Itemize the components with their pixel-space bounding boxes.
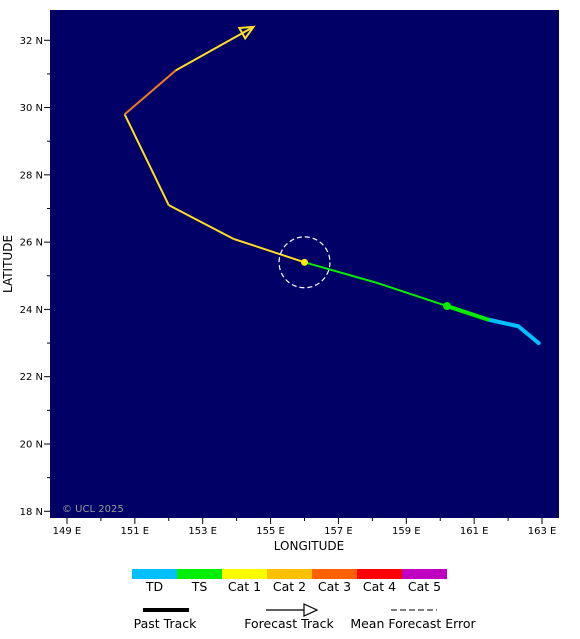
category-swatch	[177, 569, 222, 579]
past-track-segment	[485, 317, 521, 329]
y-tick-label: 28 N	[20, 170, 43, 181]
x-axis-title: LONGITUDE	[274, 539, 344, 553]
x-tick-label: 149 E	[53, 526, 82, 537]
category-swatch	[222, 569, 267, 579]
y-tick-label: 32 N	[20, 36, 43, 47]
forecast-track-label: Forecast Track	[244, 616, 334, 631]
x-tick-labels: 149 E 151 E 153 E 155 E 157 E 159 E 161 E 163 E	[53, 526, 557, 537]
forecast-arrow-head-icon	[237, 25, 256, 41]
category-swatch	[357, 569, 402, 579]
y-tick-label: 24 N	[20, 305, 43, 316]
past-track-segment	[516, 324, 541, 346]
y-tick-labels: 18 N 20 N 22 N 24 N 26 N 28 N 30 N 32 N	[20, 36, 43, 518]
x-tick-label: 153 E	[188, 526, 217, 537]
storm-markers	[278, 236, 452, 311]
x-tick-label: 161 E	[460, 526, 489, 537]
x-tick-label: 157 E	[324, 526, 353, 537]
y-tick-label: 20 N	[20, 439, 43, 450]
forecast-track-segment	[304, 261, 377, 284]
mean-error-label: Mean Forecast Error	[350, 616, 476, 631]
x-tick-label: 163 E	[528, 526, 557, 537]
category-label: Cat 2	[273, 579, 306, 594]
mean-forecast-error-circle	[278, 236, 331, 289]
category-label: Cat 3	[318, 579, 351, 594]
category-label: TS	[191, 579, 208, 594]
y-tick-label: 22 N	[20, 372, 43, 383]
forecast-position-marker	[301, 258, 308, 266]
category-swatch	[132, 569, 177, 579]
category-swatch	[267, 569, 312, 579]
category-label: Cat 4	[363, 579, 396, 594]
past-track-segment	[445, 304, 490, 322]
y-tick-label: 26 N	[20, 238, 43, 249]
y-tick-label: 18 N	[20, 507, 43, 518]
track-type-legend: Past Track Forecast Track Mean Forecast …	[134, 603, 477, 631]
forecast-track-segment	[124, 69, 177, 116]
category-legend: TD TS Cat 1 Cat 2 Cat 3 Cat 4 Cat 5	[132, 569, 447, 594]
category-swatch	[312, 569, 357, 579]
y-axis-title: LATITUDE	[1, 235, 15, 293]
y-tick-label: 30 N	[20, 103, 43, 114]
category-label: Cat 5	[408, 579, 441, 594]
copyright-credit: © UCL 2025	[62, 504, 124, 515]
forecast-track-segment	[232, 237, 305, 264]
storm-tracks	[123, 25, 541, 346]
latest-observed-position-marker	[443, 302, 452, 311]
past-track-label: Past Track	[134, 616, 197, 631]
category-swatch	[402, 569, 447, 579]
forecast-track-segment	[168, 204, 234, 240]
forecast-track-segment	[175, 25, 255, 72]
forecast-arrow-icon	[303, 603, 319, 617]
category-label: TD	[145, 579, 163, 594]
x-tick-label: 159 E	[392, 526, 421, 537]
forecast-track-segment	[375, 281, 448, 308]
category-label: Cat 1	[228, 579, 261, 594]
x-tick-label: 155 E	[256, 526, 285, 537]
forecast-track-segment	[123, 113, 170, 206]
x-tick-label: 151 E	[121, 526, 150, 537]
axis-ticks	[44, 39, 543, 524]
